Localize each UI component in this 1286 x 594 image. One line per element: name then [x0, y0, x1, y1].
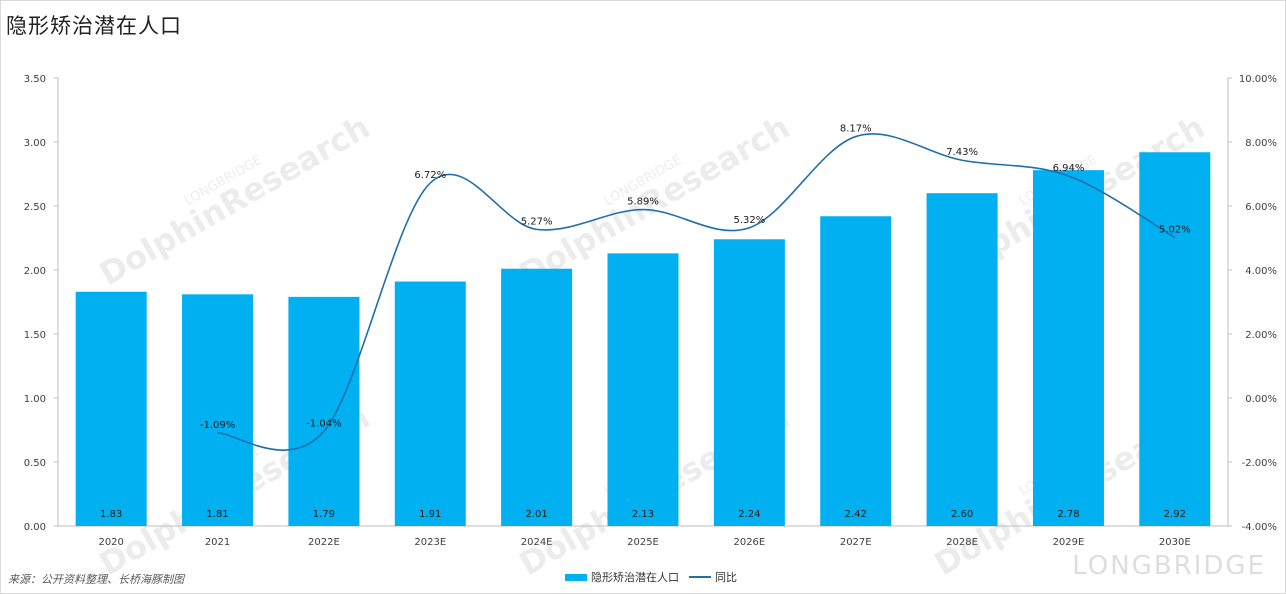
right-tick-label: -2.00%: [1242, 458, 1277, 469]
right-tick-label: 10.00%: [1239, 74, 1277, 85]
bar-series: [75, 152, 1211, 527]
legend-line-swatch: [689, 576, 711, 578]
line-value-label: 5.89%: [627, 197, 659, 208]
line-value-label: 8.17%: [840, 124, 872, 135]
legend-item-bar: 隐形矫治潜在人口: [565, 569, 679, 585]
right-tick-label: 2.00%: [1245, 330, 1277, 341]
line-value-label: 6.94%: [1053, 163, 1085, 174]
x-axis: 2020 2021 2022E 2023E 2024E 2025E 2026E 2027E 20…: [98, 537, 1190, 548]
right-axis: -4.00% -2.00% 0.00% 2.00% 4.00% 6.00% 8.00% 10.…: [1227, 74, 1277, 533]
x-tick-label: 2030E: [1159, 537, 1191, 548]
x-tick-label: 2027E: [840, 537, 872, 548]
bar-data-labels: 1.83 1.81 1.79 1.91 2.01 2.13 2.24 2.42 2.60 2.78…: [100, 509, 1186, 520]
x-tick-label: 2021: [205, 537, 230, 548]
watermark-logo-text: LONGBRIDGE: [1072, 551, 1266, 581]
legend-bar-swatch: [565, 573, 587, 581]
bar: [1139, 152, 1211, 527]
bar: [394, 281, 466, 526]
line-series: [217, 133, 1176, 451]
x-tick-label: 2026E: [733, 537, 765, 548]
line-value-label: 5.02%: [1159, 224, 1191, 235]
bar-value-label: 2.01: [526, 509, 548, 520]
growth-line: [217, 133, 1176, 451]
bar: [182, 294, 254, 526]
legend: 隐形矫治潜在人口 同比: [565, 569, 747, 585]
bar-value-label: 2.92: [1164, 509, 1186, 520]
right-tick-label: 8.00%: [1245, 138, 1277, 149]
bar: [1032, 170, 1104, 526]
x-tick-label: 2020: [98, 537, 123, 548]
left-tick-label: 2.50: [24, 202, 46, 213]
legend-line-label: 同比: [715, 571, 737, 584]
bar: [288, 296, 360, 526]
bar-value-label: 1.91: [419, 509, 441, 520]
left-tick-label: 1.00: [24, 394, 46, 405]
chart-title: 隐形矫治潜在人口: [6, 14, 182, 38]
bar-value-label: 1.79: [313, 509, 335, 520]
bar-value-label: 2.78: [1057, 509, 1079, 520]
legend-bar-label: 隐形矫治潜在人口: [591, 571, 679, 584]
bar: [75, 291, 147, 526]
bar: [713, 239, 785, 526]
bar: [607, 253, 679, 527]
legend-item-line: 同比: [689, 569, 737, 585]
left-tick-label: 3.00: [24, 138, 46, 149]
bar-value-label: 2.42: [845, 509, 867, 520]
right-tick-label: 6.00%: [1245, 202, 1277, 213]
x-tick-label: 2023E: [414, 537, 446, 548]
x-tick-label: 2029E: [1053, 537, 1085, 548]
left-tick-label: 0.00: [24, 522, 46, 533]
bar: [820, 216, 892, 527]
x-tick-label: 2025E: [627, 537, 659, 548]
line-value-label: -1.04%: [306, 418, 341, 429]
bar-value-label: 1.81: [206, 509, 228, 520]
line-value-label: 5.27%: [521, 216, 553, 227]
left-tick-label: 0.50: [24, 458, 46, 469]
bar-value-label: 2.13: [632, 509, 654, 520]
bar-value-label: 2.60: [951, 509, 973, 520]
bar: [926, 193, 998, 526]
left-tick-label: 1.50: [24, 330, 46, 341]
line-value-label: 6.72%: [414, 170, 446, 181]
x-tick-label: 2022E: [308, 537, 340, 548]
line-value-label: -1.09%: [200, 420, 235, 431]
x-tick-label: 2028E: [946, 537, 978, 548]
right-tick-label: 4.00%: [1245, 266, 1277, 277]
line-value-label: 7.43%: [946, 147, 978, 158]
right-tick-label: 0.00%: [1245, 394, 1277, 405]
bar-value-label: 1.83: [100, 509, 122, 520]
right-tick-label: -4.00%: [1242, 522, 1277, 533]
left-tick-label: 3.50: [24, 74, 46, 85]
left-tick-label: 2.00: [24, 266, 46, 277]
bar-value-label: 2.24: [738, 509, 760, 520]
bar: [501, 268, 573, 526]
source-note: 来源：公开资料整理、长桥海豚制图: [8, 573, 184, 586]
x-tick-label: 2024E: [521, 537, 553, 548]
line-value-label: 5.32%: [733, 215, 765, 226]
watermark-product: DolphinResearch: [93, 108, 376, 293]
line-data-labels: -1.09% -1.04% 6.72% 5.27% 5.89% 5.32% 8.17% 7.4…: [200, 124, 1191, 431]
